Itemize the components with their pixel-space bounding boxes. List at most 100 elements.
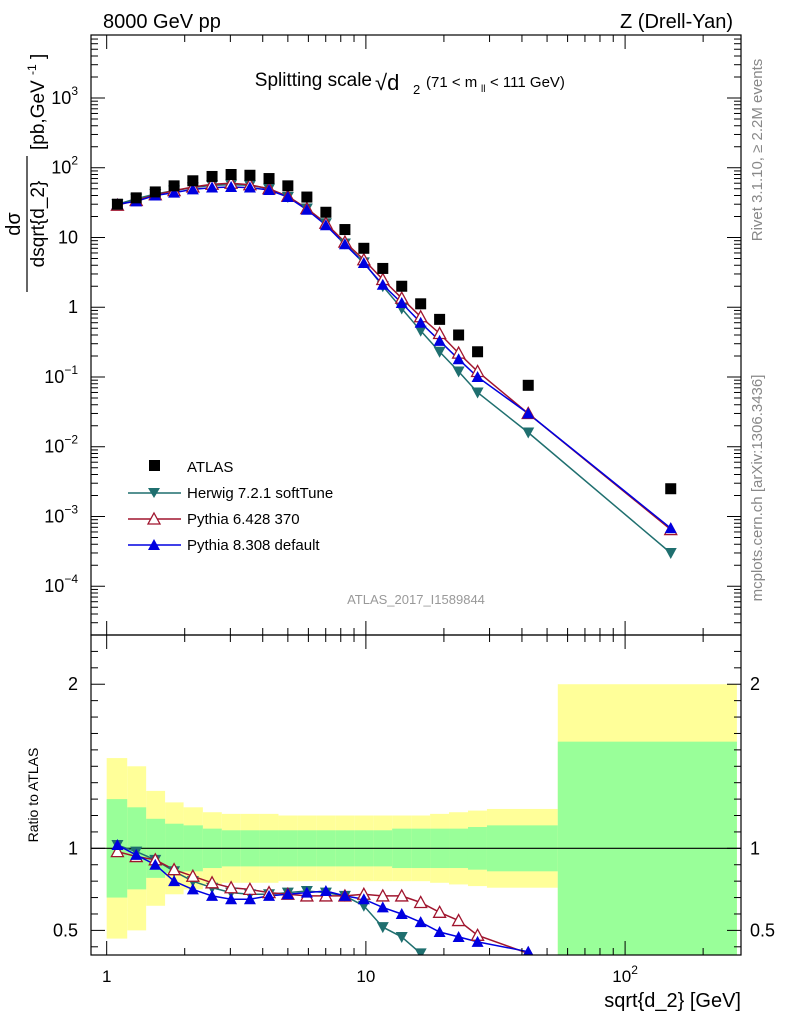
main-data-point: [414, 325, 427, 337]
main-data-point: [395, 297, 408, 309]
legend-label-atlas: ATLAS: [187, 459, 233, 476]
main-data-point: [664, 522, 677, 534]
main-data-point: [111, 198, 123, 210]
y-tick-label-exp: −3: [64, 502, 78, 516]
y-tick-label: 10: [58, 227, 78, 247]
y-tick-label-base: 1: [68, 297, 78, 317]
main-data-point: [206, 181, 219, 193]
y-tick-label-exp: −1: [64, 363, 78, 377]
ratio-data-point: [224, 880, 239, 894]
ylabel-unit-main: [pb,GeV: [28, 80, 49, 150]
ratio-data-point: [394, 888, 409, 902]
y-tick-label: 1: [68, 297, 78, 317]
main-data-point: [225, 169, 237, 181]
ratio-y-tick-label-right: 2: [750, 674, 760, 694]
ratio-data-point: [376, 901, 389, 913]
ratio-data-point: [338, 889, 351, 901]
main-series-line: [117, 182, 672, 531]
x-tick-label: 10: [356, 967, 375, 986]
x-tick-label-base: 1: [102, 967, 111, 986]
ratio-y-tick-label: 1: [68, 838, 78, 858]
main-ylabel: dσ dsqrt{d_2} [pb,GeV -1 ]: [3, 54, 49, 292]
main-data-point: [130, 192, 142, 204]
y-tick-label-exp: 3: [71, 84, 78, 98]
main-data-point: [433, 334, 446, 346]
main-data-point: [472, 346, 484, 358]
main-data-point: [358, 242, 370, 254]
main-data-point: [396, 280, 408, 292]
x-tick-label-base: 10: [612, 967, 631, 986]
ratio-data-point: [395, 931, 408, 943]
ratio-data-point: [451, 913, 466, 927]
main-data-point: [263, 183, 276, 195]
main-data-point: [471, 387, 484, 399]
ratio-data-point: [523, 945, 534, 955]
legend-item-pythia6: Pythia 6.428 370: [128, 511, 300, 528]
main-data-point: [243, 181, 256, 193]
main-data-point: [453, 329, 465, 341]
main-data-point: [282, 180, 294, 192]
ylabel-denominator: dsqrt{d_2}: [28, 181, 49, 268]
x-tick-label-base: 10: [356, 967, 375, 986]
x-tick-label: 1: [102, 967, 111, 986]
ratio-data-point: [243, 893, 256, 905]
main-plot: [110, 169, 678, 559]
y-tick-label: 10−1: [44, 363, 78, 387]
ratio-data-point: [168, 875, 181, 887]
legend-item-atlas: ATLAS: [149, 459, 233, 476]
ratio-data-point: [110, 844, 125, 858]
ratio-data-point: [206, 889, 219, 901]
main-data-point: [665, 483, 677, 495]
header-right: Z (Drell-Yan): [620, 11, 733, 33]
y-tick-label-base: 10: [58, 227, 78, 247]
ratio-data-point: [149, 858, 162, 870]
main-data-point: [452, 366, 465, 378]
ratio-data-point: [111, 839, 124, 851]
legend-marker-pythia6: [146, 511, 162, 525]
main-data-point: [320, 206, 332, 218]
legend-label-pythia8: Pythia 8.308 default: [187, 537, 320, 554]
ratio-data-point: [395, 907, 408, 919]
ratio-data-point: [452, 930, 465, 942]
plot-title-cut-end: < 111 GeV): [490, 74, 565, 91]
legend-marker-atlas: [149, 460, 160, 471]
main-data-point: [319, 219, 332, 231]
ylabel-numerator: dσ: [3, 212, 25, 236]
ratio-data-point: [432, 904, 447, 918]
ratio-y-tick-label: 2: [68, 674, 78, 694]
main-data-point: [206, 170, 218, 182]
main-data-point: [522, 379, 534, 391]
ratio-frame: [90, 634, 742, 956]
ratio-data-point: [376, 922, 389, 934]
ratio-data-point: [319, 885, 332, 896]
y-tick-label: 103: [51, 84, 78, 108]
y-tick-label-base: 10: [51, 158, 71, 178]
y-tick-label-base: 10: [44, 506, 64, 526]
ratio-data-point: [130, 848, 143, 860]
y-tick-label: 10−2: [44, 433, 78, 457]
main-data-point: [263, 173, 275, 185]
analysis-watermark: ATLAS_2017_I1589844: [347, 592, 485, 607]
y-tick-label-exp: 2: [71, 154, 78, 168]
y-tick-label-base: 10: [44, 437, 64, 457]
main-data-point: [187, 175, 199, 187]
main-data-point: [281, 191, 294, 203]
ratio-data-point: [263, 889, 276, 901]
ratio-y-tick-label-right: 0.5: [750, 920, 775, 940]
y-tick-label-base: 10: [44, 367, 64, 387]
main-data-point: [186, 183, 199, 195]
ratio-data-point: [471, 935, 484, 947]
main-data-point: [471, 370, 484, 382]
ratio-y-tick-label: 0.5: [53, 920, 78, 940]
ratio-data-point: [375, 888, 390, 902]
y-tick-label-exp: −4: [64, 572, 78, 586]
ratio-data-point: [413, 895, 428, 909]
legend-marker-pythia8: [148, 539, 160, 550]
legend: ATLAS Herwig 7.2.1 softTune Pythia 6.428…: [128, 459, 333, 554]
y-tick-label-exp: −2: [64, 433, 78, 447]
main-data-point: [149, 186, 161, 198]
main-data-point: [244, 169, 256, 181]
legend-item-pythia8: Pythia 8.308 default: [128, 537, 320, 554]
header-left: 8000 GeV pp: [103, 11, 221, 33]
